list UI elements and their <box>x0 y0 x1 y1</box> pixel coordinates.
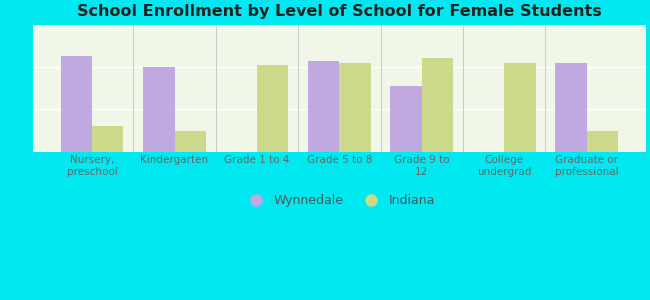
Legend: Wynnedale, Indiana: Wynnedale, Indiana <box>239 189 440 212</box>
Bar <box>61 56 92 152</box>
Bar <box>587 131 618 152</box>
Bar <box>555 63 587 152</box>
Title: School Enrollment by Level of School for Female Students: School Enrollment by Level of School for… <box>77 4 602 19</box>
Bar <box>257 65 289 152</box>
Bar <box>143 67 175 152</box>
Bar <box>391 86 422 152</box>
Bar <box>504 63 536 152</box>
Bar <box>422 58 453 152</box>
Bar <box>175 131 206 152</box>
Bar <box>92 127 124 152</box>
Bar <box>308 61 339 152</box>
Bar <box>339 63 370 152</box>
